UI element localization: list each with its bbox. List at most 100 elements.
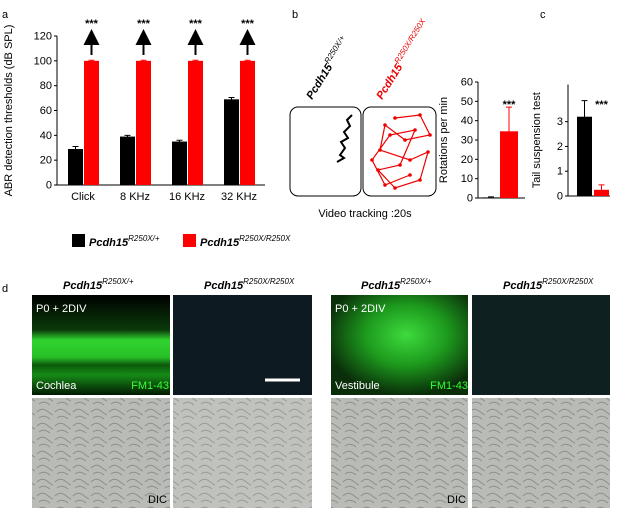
- track-point: [378, 148, 382, 152]
- bar: [84, 60, 99, 186]
- label-sup: R250X/+: [102, 277, 134, 286]
- annotation: ***: [189, 18, 203, 30]
- dye-label: FM1-43: [430, 380, 468, 392]
- panel-label: a: [2, 9, 9, 21]
- error-bar: [506, 106, 512, 156]
- y-tick-label: 20: [40, 155, 52, 167]
- label-sup: R250X/+: [400, 277, 432, 286]
- y-axis-label: Tail suspension test: [531, 92, 543, 188]
- bar: [68, 148, 83, 185]
- error-bar: [192, 59, 199, 62]
- y-tick-label: 0: [46, 180, 52, 192]
- track-point: [428, 133, 432, 137]
- panel-label: b: [292, 9, 298, 21]
- label-sup: R250X/R250X: [542, 277, 594, 286]
- image: [331, 295, 468, 395]
- track-point: [426, 150, 430, 154]
- image: [173, 398, 312, 508]
- genotype-label: Pcdh15R250X/+: [302, 34, 352, 102]
- track-point: [398, 163, 402, 167]
- genotype-label: Pcdh15R250X/+: [361, 277, 432, 292]
- annotation: ***: [241, 18, 255, 30]
- x-tick-label: 16 KHz: [169, 191, 205, 203]
- y-tick-label: 20: [461, 154, 473, 166]
- y-tick-label: 40: [461, 115, 473, 127]
- dye-label: FM1-43: [131, 380, 169, 392]
- track-point: [388, 133, 392, 137]
- track-point: [393, 186, 397, 190]
- track-point: [418, 178, 422, 182]
- bar: [500, 131, 518, 198]
- genotype-label: Pcdh15R250X/R250X: [503, 277, 594, 292]
- annotation: ***: [503, 99, 517, 111]
- track-point: [403, 138, 407, 142]
- y-tick-label: 30: [461, 135, 473, 147]
- error-bar: [88, 59, 95, 62]
- x-tick-label: 32 KHz: [221, 191, 257, 203]
- track-path: [336, 114, 353, 163]
- label-base: Pcdh15: [200, 237, 240, 249]
- track-point: [383, 183, 387, 187]
- legend-label: Pcdh15R250X/R250X: [200, 234, 291, 249]
- error-bar: [581, 100, 588, 133]
- bar: [172, 141, 187, 185]
- annotation: ***: [595, 99, 609, 111]
- tissue-label: Vestibule: [335, 380, 380, 392]
- label-base: Pcdh15: [374, 61, 405, 101]
- label-sup: R250X/+: [128, 234, 160, 243]
- y-tick-label: 120: [34, 31, 52, 43]
- panel-label: c: [540, 9, 546, 21]
- y-tick-label: 2: [557, 141, 563, 153]
- error-bar: [124, 134, 131, 138]
- dic-label: DIC: [447, 494, 466, 506]
- error-bar: [140, 59, 147, 62]
- label-sup: R250X/R250X: [393, 17, 428, 66]
- x-tick-label: Click: [71, 191, 95, 203]
- tracking-box: [362, 106, 437, 197]
- y-tick-label: 0: [467, 193, 473, 205]
- label-base: Pcdh15: [304, 61, 335, 101]
- y-tick-label: 40: [40, 130, 52, 142]
- label-base: Pcdh15: [204, 280, 244, 292]
- y-tick-label: 10: [461, 173, 473, 185]
- y-tick-label: 3: [557, 116, 563, 128]
- y-tick-label: 1: [557, 166, 563, 178]
- track-point: [370, 158, 374, 162]
- y-tick-label: 60: [461, 77, 473, 89]
- label-base: Pcdh15: [503, 280, 543, 292]
- label-sup: R250X/R250X: [239, 234, 291, 243]
- error-bar: [228, 96, 235, 102]
- panel-label: d: [2, 283, 8, 295]
- condition-label: P0 + 2DIV: [36, 303, 87, 315]
- bar: [577, 116, 592, 196]
- track-point: [413, 128, 417, 132]
- annotation: ***: [137, 18, 151, 30]
- label-base: Pcdh15: [89, 237, 129, 249]
- bar: [188, 60, 203, 186]
- legend-swatch: [183, 234, 196, 247]
- bar: [120, 136, 135, 185]
- image: [472, 295, 610, 395]
- error-bar: [488, 196, 494, 198]
- label-sup: R250X/+: [323, 34, 347, 66]
- error-bar: [598, 184, 605, 195]
- track-point: [408, 173, 412, 177]
- micrograph-panels: [32, 295, 610, 508]
- image: [32, 295, 170, 395]
- y-tick-label: 0: [557, 191, 563, 203]
- annotation: ***: [85, 18, 99, 30]
- y-axis-label: ABR detection thresholds (dB SPL): [3, 25, 15, 197]
- tissue-label: Cochlea: [36, 380, 77, 392]
- genotype-label: Pcdh15R250X/+: [63, 277, 134, 292]
- label-base: Pcdh15: [361, 280, 401, 292]
- bar: [240, 60, 255, 186]
- label-base: Pcdh15: [63, 280, 103, 292]
- image: [472, 398, 610, 508]
- genotype-label: Pcdh15R250X/R250X: [204, 277, 295, 292]
- track-point: [418, 113, 422, 117]
- label-sup: R250X/R250X: [243, 277, 295, 286]
- image: [173, 295, 312, 395]
- x-tick-label: 8 KHz: [120, 191, 150, 203]
- y-tick-label: 50: [461, 96, 473, 108]
